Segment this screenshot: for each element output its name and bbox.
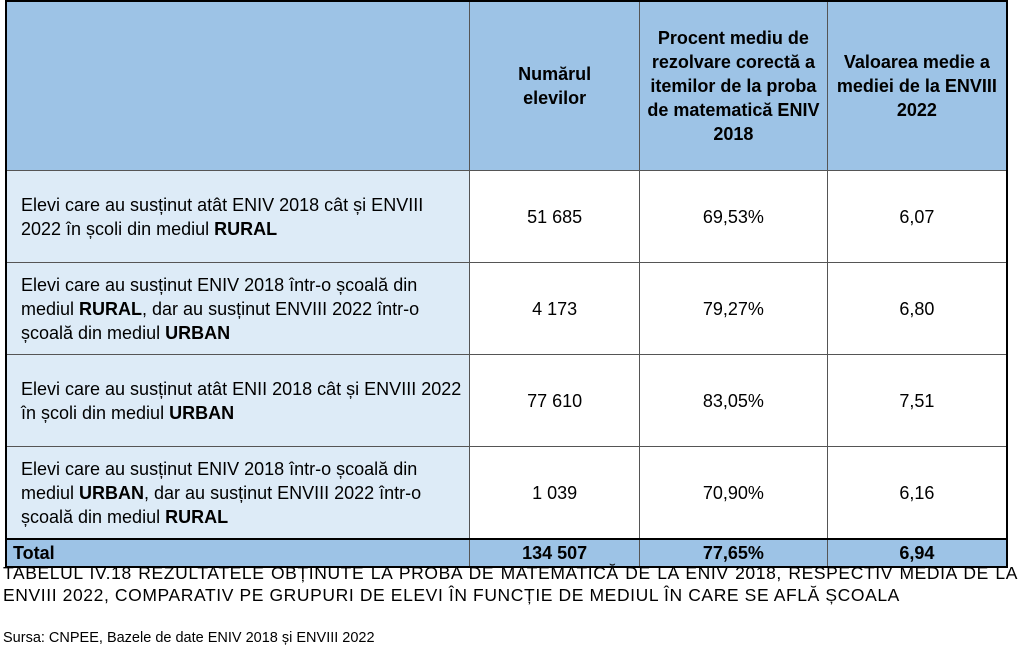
row-label: Elevi care au susținut atât ENII 2018 câ… — [5, 354, 471, 447]
label-text: Elevi care au susținut ENIV 2018 într-o … — [21, 458, 418, 503]
table-row: Elevi care au susținut ENIV 2018 într-o … — [5, 262, 1008, 355]
percent-cell: 83,05% — [639, 354, 828, 447]
count-cell: 4 173 — [469, 262, 641, 355]
source-note: Sursa: CNPEE, Bazele de date ENIV 2018 ș… — [3, 630, 375, 646]
table-row: Elevi care au susținut atât ENII 2018 câ… — [5, 354, 1008, 447]
label-bold: URBAN — [79, 482, 145, 503]
percent-cell: 69,53% — [639, 170, 828, 263]
row-label: Elevi care au susținut ENIV 2018 într-o … — [5, 262, 471, 355]
label-text: , dar au susținut ENVIII 2022 într-o șco… — [21, 298, 420, 343]
count-cell: 51 685 — [469, 170, 641, 263]
label-bold: URBAN — [165, 322, 231, 343]
total-mean: 6,94 — [826, 538, 1008, 568]
header-empty — [5, 0, 471, 171]
percent-cell: 70,90% — [639, 446, 828, 540]
percent-cell: 79,27% — [639, 262, 828, 355]
label-bold: RURAL — [165, 506, 229, 527]
total-row: Total 134 507 77,65% 6,94 — [5, 538, 1008, 568]
results-table: Numărul elevilor Procent mediu de rezolv… — [5, 0, 1008, 568]
row-label: Elevi care au susținut ENIV 2018 într-o … — [5, 446, 471, 540]
mean-cell: 6,07 — [826, 170, 1008, 263]
label-bold: RURAL — [79, 298, 143, 319]
count-cell: 1 039 — [469, 446, 641, 540]
mean-cell: 6,16 — [826, 446, 1008, 540]
label-text: Elevi care au susținut atât ENIV 2018 câ… — [21, 194, 424, 239]
header-percent: Procent mediu de rezolvare corectă a ite… — [639, 0, 828, 171]
table-row: Elevi care au susținut ENIV 2018 într-o … — [5, 446, 1008, 540]
mean-cell: 6,80 — [826, 262, 1008, 355]
table-row: Elevi care au susținut atât ENIV 2018 câ… — [5, 170, 1008, 263]
header-mean: Valoarea medie a mediei de la ENVIII 202… — [826, 0, 1008, 171]
label-text: Elevi care au susținut atât ENII 2018 câ… — [21, 378, 462, 423]
row-label: Elevi care au susținut atât ENIV 2018 câ… — [5, 170, 471, 263]
header-row: Numărul elevilor Procent mediu de rezolv… — [5, 0, 1008, 171]
total-percent: 77,65% — [639, 538, 828, 568]
label-text: , dar au susținut ENVIII 2022 într-o șco… — [21, 482, 422, 527]
count-cell: 77 610 — [469, 354, 641, 447]
label-text: Elevi care au susținut ENIV 2018 într-o … — [21, 274, 418, 319]
label-bold: URBAN — [169, 402, 235, 423]
total-label: Total — [5, 538, 471, 568]
mean-cell: 7,51 — [826, 354, 1008, 447]
total-count: 134 507 — [469, 538, 641, 568]
label-bold: RURAL — [214, 218, 278, 239]
header-count: Numărul elevilor — [469, 0, 641, 171]
table-caption: TABELUL IV.18 REZULTATELE OBȚINUTE LA PR… — [3, 563, 1018, 605]
